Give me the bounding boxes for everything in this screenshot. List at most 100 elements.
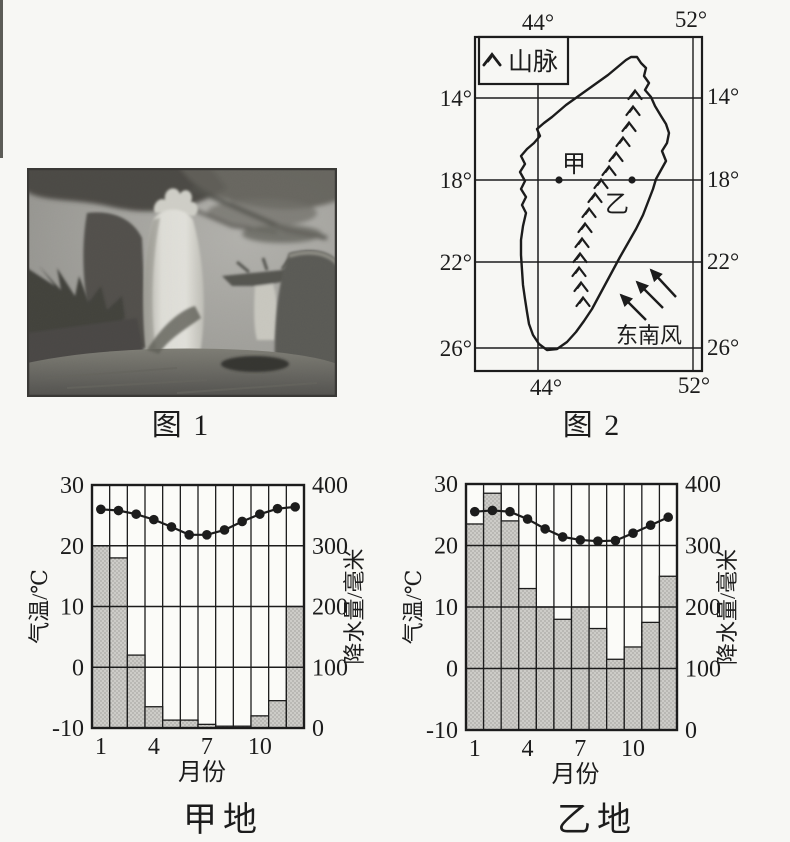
mountain-range-symbols (571, 88, 643, 308)
left-tick-label: 0 (446, 657, 458, 683)
month-tick-label: 7 (574, 736, 586, 762)
temp-point (202, 530, 212, 540)
precip-bar (482, 492, 502, 731)
lat-right-26: 26° (707, 335, 739, 360)
mountain-symbol (581, 206, 597, 219)
month-tick-label: 10 (621, 736, 645, 762)
plot-frame (90, 483, 306, 730)
point-jia-dot (555, 176, 563, 184)
lon-bottom-44: 44° (530, 375, 562, 400)
left-axis-title: 气温/℃ (27, 569, 52, 644)
point-yi-label: 乙 (605, 192, 629, 218)
figure2-map: 山脉 甲 乙 东南风 44° 52° 44° 52° 14° 18° 22° 2… (440, 7, 739, 400)
left-tick-label: -10 (426, 718, 458, 744)
left-tick-label: 0 (72, 655, 84, 681)
temp-point (272, 503, 283, 514)
photo-frame (27, 168, 337, 397)
scan-edge-artifact (0, 0, 3, 158)
lon-top-52: 52° (675, 7, 707, 32)
wind-arrows (619, 268, 677, 321)
point-jia-label: 甲 (562, 152, 586, 178)
month-tick-label: 1 (95, 734, 107, 760)
month-tick-label: 4 (522, 736, 534, 762)
plot-frame (464, 482, 679, 732)
x-axis-title: 月份 (552, 761, 600, 788)
month-tick-label: 10 (248, 734, 272, 760)
mountain-symbol (482, 52, 502, 67)
temp-point (645, 520, 656, 531)
lat-right-22: 22° (707, 249, 739, 274)
lat-left-22: 22° (440, 250, 472, 275)
mountain-symbol (608, 150, 624, 163)
madagascar-outline (518, 55, 671, 352)
precip-bar (553, 618, 573, 731)
temp-point (610, 535, 621, 546)
temp-point (522, 514, 533, 524)
precip-bar (606, 658, 625, 731)
precip-bars (91, 545, 305, 729)
lat-left-14: 14° (440, 86, 472, 111)
temp-point (663, 512, 674, 523)
left-tick-label: 20 (434, 534, 458, 560)
figure1-photo (27, 168, 337, 397)
lat-right-18: 18° (707, 167, 739, 192)
temp-point (166, 522, 177, 532)
precip-bar (126, 654, 146, 729)
precip-bar (623, 646, 643, 731)
chart-jia-title: 甲地 (183, 802, 263, 839)
left-axis-title: 气温/℃ (401, 570, 426, 645)
mountain-symbol (587, 191, 603, 204)
temp-point (184, 530, 194, 540)
month-tick-label: 1 (469, 736, 481, 762)
temp-point (557, 532, 568, 542)
lat-right-14: 14° (707, 84, 739, 109)
right-tick-label: 400 (312, 473, 348, 499)
lon-top-44: 44° (522, 10, 554, 35)
temp-point (149, 514, 159, 525)
precip-bar (91, 545, 111, 729)
chart-yi-title: 乙地 (557, 802, 637, 839)
temp-point (505, 506, 515, 517)
precip-bar (465, 523, 485, 731)
precip-bar (588, 627, 608, 731)
right-axis-title: 降水量/毫米 (342, 548, 367, 664)
lon-bottom-52: 52° (678, 373, 710, 398)
lat-left-18: 18° (440, 168, 472, 193)
right-tick-label: 400 (685, 472, 721, 498)
mountain-symbol (601, 164, 617, 177)
mountain-symbol (573, 280, 589, 293)
temp-point (113, 505, 124, 516)
temp-point (593, 536, 603, 546)
photo-grain-overlay (27, 168, 337, 397)
mountain-symbol (575, 295, 591, 308)
month-tick-label: 7 (201, 734, 213, 760)
left-tick-label: 10 (60, 595, 84, 621)
temp-point (540, 524, 550, 534)
map-legend: 山脉 (477, 35, 570, 86)
temp-point (255, 509, 265, 519)
mountain-symbol (621, 120, 637, 133)
right-tick-label: 100 (685, 657, 721, 683)
legend-label: 山脉 (508, 48, 558, 76)
mountain-symbol (627, 88, 643, 101)
temp-point (628, 528, 638, 538)
right-tick-label: 200 (312, 595, 348, 621)
temp-gridlines (466, 544, 677, 670)
mountain-symbol (615, 135, 631, 148)
right-tick-label: 100 (312, 655, 348, 681)
temp-point (131, 509, 141, 519)
right-tick-label: 0 (685, 718, 697, 744)
figure1-caption: 图 1 (151, 409, 211, 442)
month-tick-label: 4 (148, 734, 160, 760)
temp-point (469, 506, 480, 517)
left-tick-label: 20 (60, 534, 84, 560)
mountain-symbol (625, 104, 641, 117)
mountain-symbol (593, 177, 609, 190)
precip-bar (250, 715, 270, 729)
mountain-symbol (572, 251, 588, 264)
map-graticule (473, 35, 704, 373)
point-yi-dot (628, 176, 636, 184)
precip-bar (500, 520, 520, 731)
